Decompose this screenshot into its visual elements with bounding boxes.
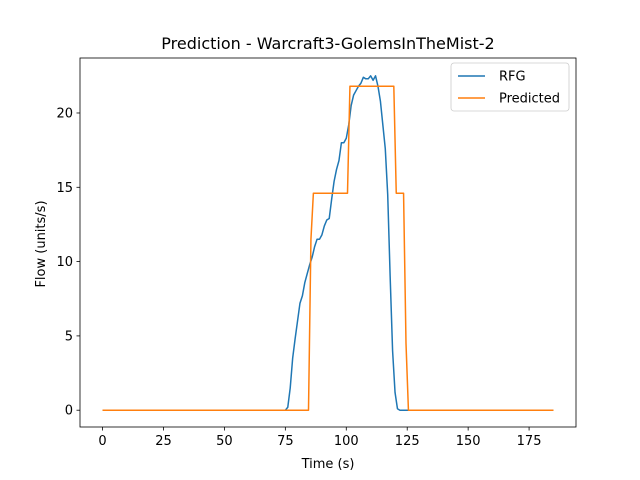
series-line-predicted [102, 85, 554, 411]
plot-frame [79, 57, 577, 428]
y-tick-label: 10 [56, 255, 73, 270]
x-tick-label: 150 [456, 434, 481, 449]
legend: RFG Predicted [450, 62, 570, 112]
y-tick-label: 15 [56, 181, 73, 196]
y-tick-label: 5 [65, 329, 73, 344]
x-tick-label: 25 [155, 434, 172, 449]
y-axis-ticks: 0 5 10 15 20 [56, 106, 80, 419]
x-axis-label: Time (s) [301, 457, 355, 472]
y-tick-label: 20 [56, 106, 73, 121]
legend-box [450, 62, 570, 112]
x-tick-label: 0 [98, 434, 106, 449]
y-tick-label: 0 [65, 404, 73, 419]
legend-label-rfg: RFG [499, 70, 526, 85]
y-axis-label: Flow (units/s) [34, 200, 49, 287]
x-tick-label: 75 [277, 434, 294, 449]
x-tick-label: 125 [395, 434, 420, 449]
legend-label-predicted: Predicted [499, 92, 560, 107]
x-axis-ticks: 0 25 50 75 100 125 150 175 [98, 427, 541, 449]
x-tick-label: 50 [216, 434, 233, 449]
plot-area [79, 57, 577, 428]
x-tick-label: 175 [517, 434, 542, 449]
chart-title: Prediction - Warcraft3-GolemsInTheMist-2 [161, 34, 494, 53]
x-tick-label: 100 [334, 434, 359, 449]
